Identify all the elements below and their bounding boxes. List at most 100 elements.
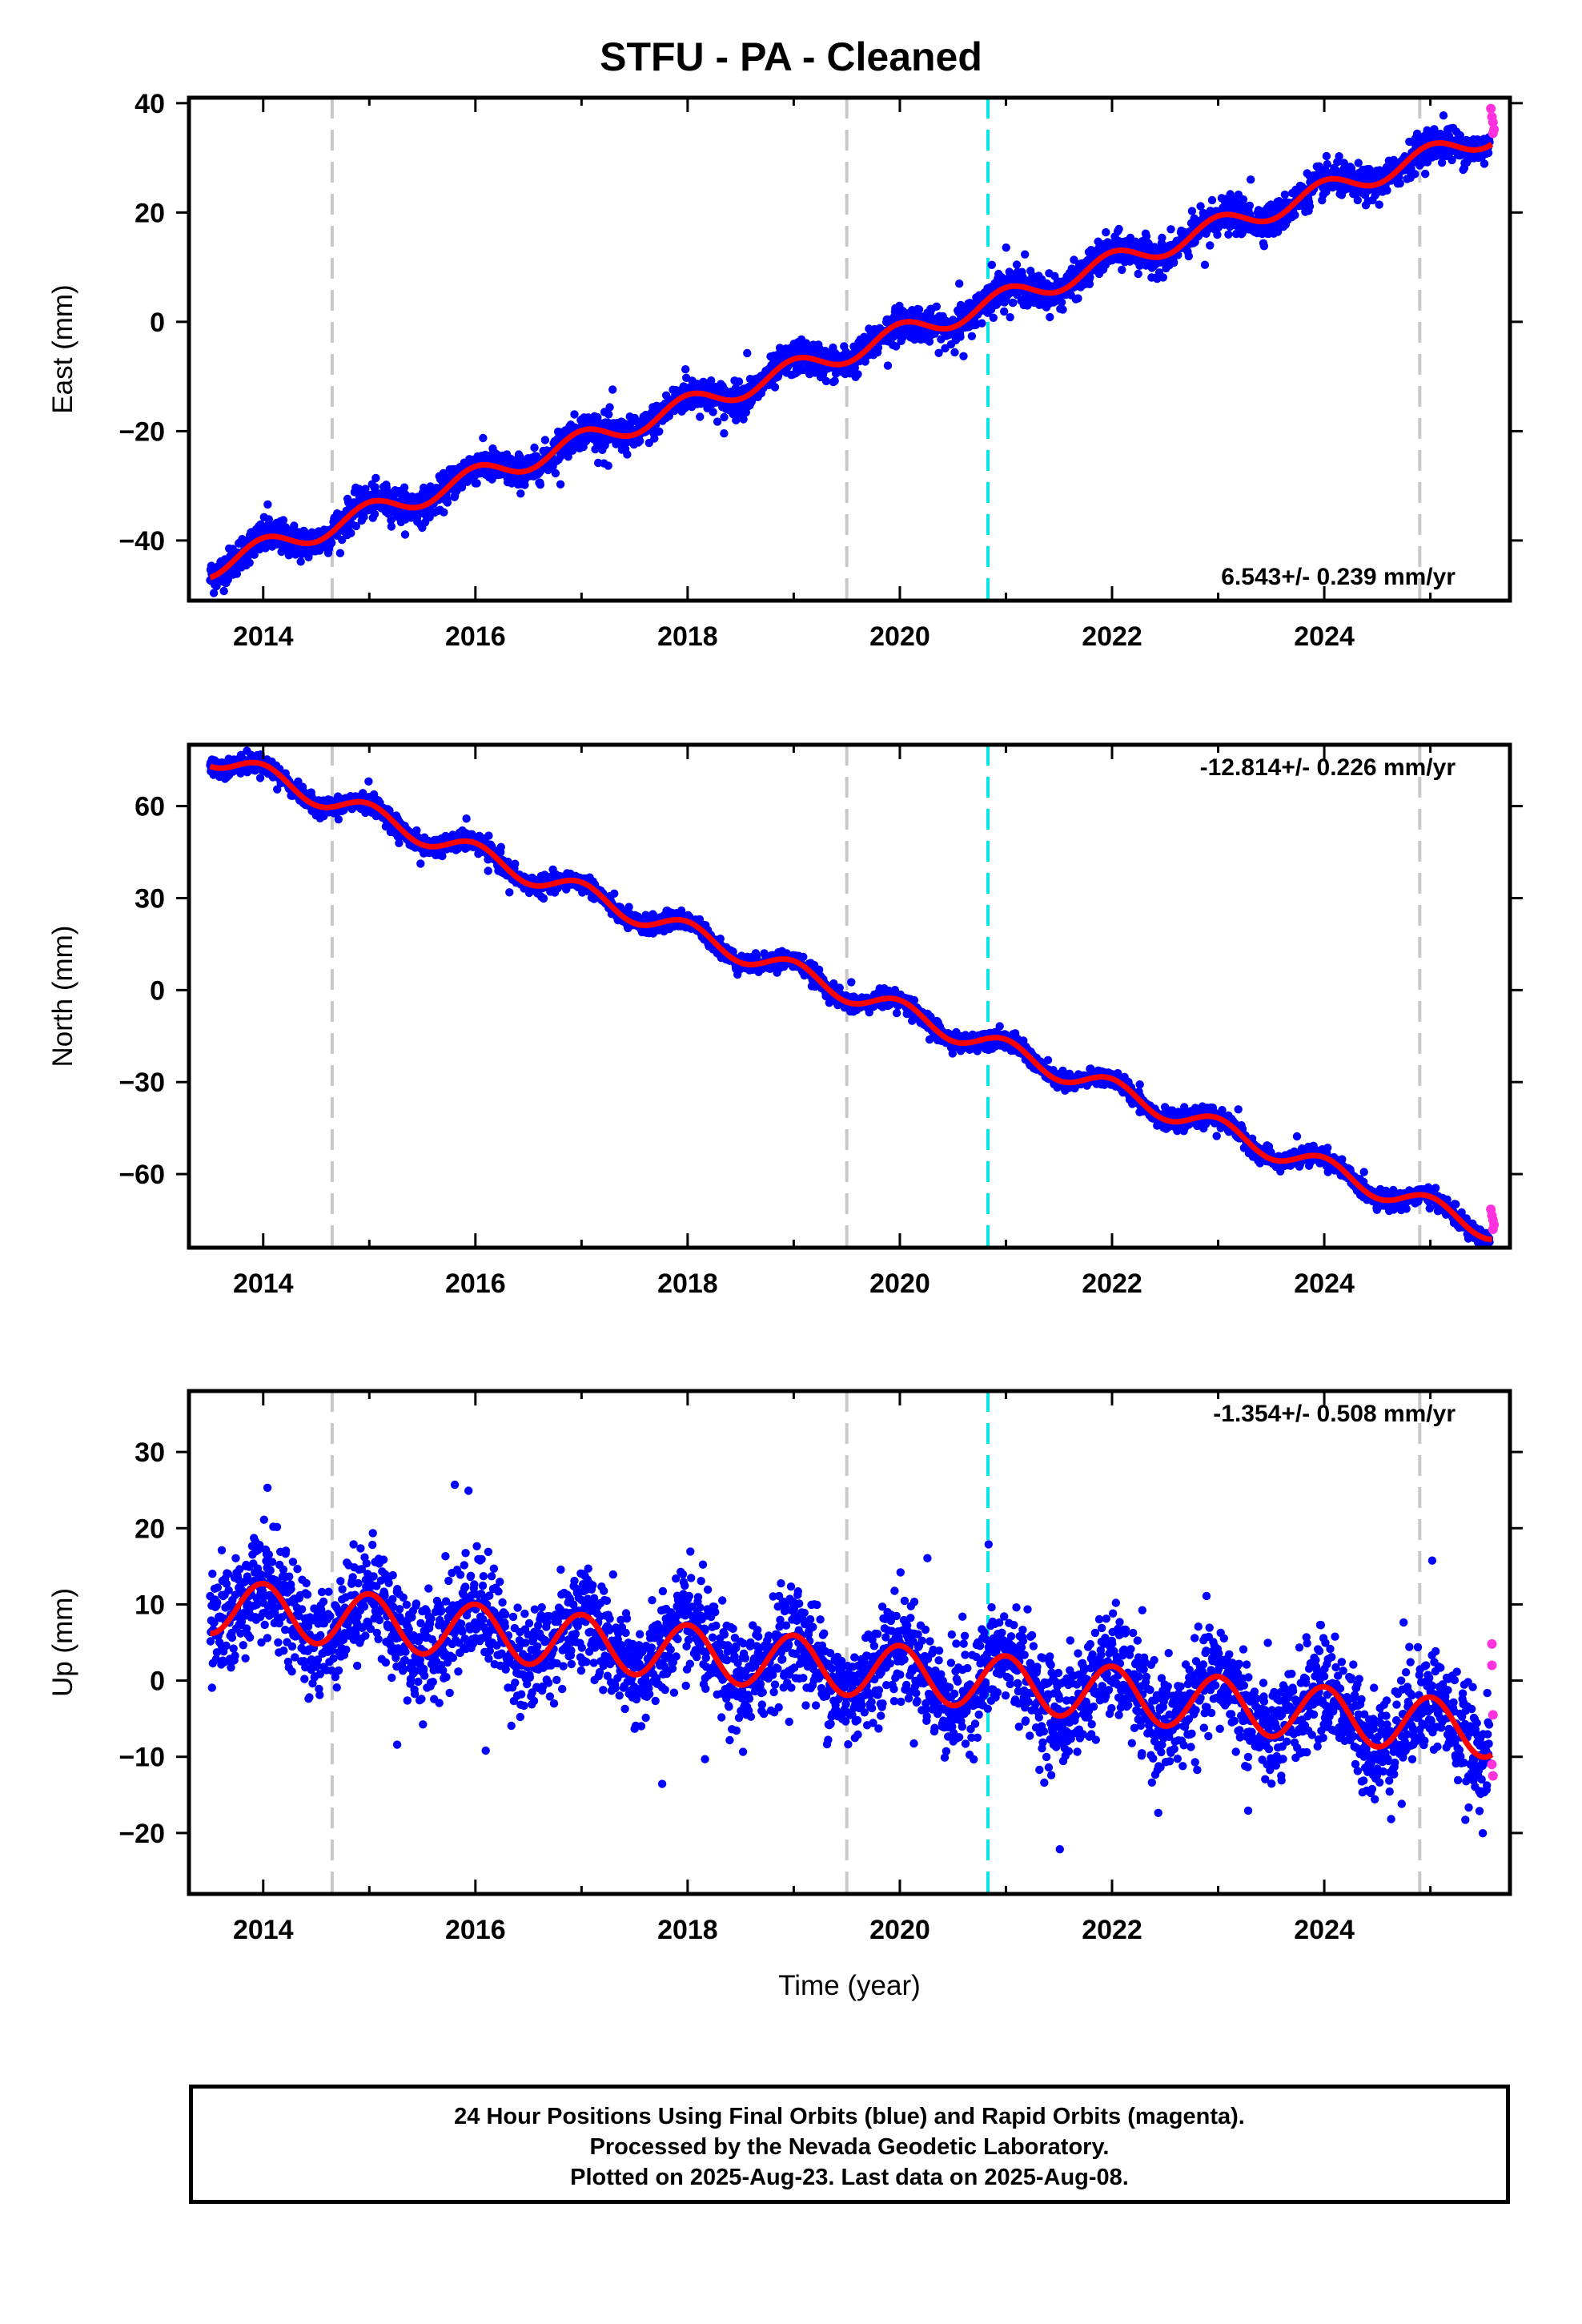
data-point bbox=[1009, 298, 1018, 308]
y-tick-label: 20 bbox=[135, 198, 165, 228]
data-point bbox=[873, 343, 883, 352]
data-point bbox=[709, 408, 717, 416]
outlier-point bbox=[1439, 111, 1448, 120]
panel-north: 2014 2016 2018 2020 2022 2024−60−3003060North… bbox=[47, 742, 1523, 1299]
data-point bbox=[914, 305, 924, 314]
data-point bbox=[967, 332, 977, 340]
data-point bbox=[370, 509, 379, 519]
data-point bbox=[551, 468, 560, 478]
data-point bbox=[232, 569, 242, 578]
data-point bbox=[1166, 225, 1175, 234]
y-tick-label: −40 bbox=[118, 526, 165, 557]
data-point bbox=[821, 376, 831, 386]
data-point bbox=[1142, 231, 1151, 241]
data-point bbox=[1411, 170, 1419, 179]
data-point bbox=[335, 549, 345, 557]
data-point bbox=[1085, 279, 1094, 288]
rapid-orbit-point bbox=[1488, 128, 1498, 139]
data-point bbox=[610, 889, 619, 899]
data-point bbox=[1305, 202, 1315, 211]
outlier-point bbox=[1200, 260, 1210, 269]
data-point bbox=[1224, 230, 1233, 239]
data-point bbox=[351, 521, 360, 531]
data-point bbox=[1207, 195, 1217, 205]
x-tick-label: 2018 bbox=[657, 621, 718, 652]
data-point bbox=[1170, 258, 1178, 267]
data-point bbox=[472, 479, 481, 488]
data-point bbox=[1158, 273, 1168, 282]
outlier-point bbox=[955, 279, 964, 288]
data-point bbox=[1395, 179, 1404, 188]
data-point bbox=[605, 403, 614, 412]
outlier-point bbox=[263, 500, 272, 509]
y-tick-label: 40 bbox=[135, 89, 165, 119]
data-point bbox=[1006, 313, 1014, 322]
data-point bbox=[1323, 159, 1332, 169]
data-point bbox=[978, 319, 986, 328]
data-point bbox=[457, 483, 467, 492]
data-point bbox=[770, 383, 780, 392]
data-point bbox=[290, 521, 299, 530]
outlier-point bbox=[1206, 241, 1215, 250]
data-point bbox=[564, 452, 572, 461]
data-point bbox=[250, 550, 259, 559]
data-point bbox=[696, 412, 705, 421]
data-point bbox=[732, 416, 741, 424]
rapid-orbit-point bbox=[1486, 103, 1496, 114]
data-point bbox=[1447, 155, 1456, 165]
final-orbit-points bbox=[206, 111, 1494, 597]
velocity-label: 6.543+/- 0.239 mm/yr bbox=[1221, 564, 1456, 590]
x-tick-label: 2020 bbox=[869, 621, 930, 652]
data-point bbox=[371, 473, 380, 483]
data-point bbox=[1086, 273, 1094, 282]
data-point bbox=[1383, 186, 1391, 195]
data-point bbox=[540, 436, 550, 444]
data-point bbox=[1375, 200, 1383, 209]
data-point bbox=[1046, 312, 1054, 322]
chart-title: STFU - PA - Cleaned bbox=[600, 34, 982, 79]
data-point bbox=[209, 589, 219, 597]
data-point bbox=[1280, 190, 1290, 199]
data-point bbox=[925, 337, 934, 346]
data-point bbox=[1114, 224, 1123, 234]
data-point bbox=[1000, 307, 1009, 316]
outlier-point bbox=[608, 385, 617, 394]
data-point bbox=[1421, 169, 1430, 179]
data-point bbox=[1074, 294, 1082, 303]
outlier-point bbox=[987, 260, 997, 269]
data-point bbox=[484, 831, 493, 840]
outlier-point bbox=[681, 365, 690, 374]
outlier-point bbox=[1002, 243, 1010, 252]
data-point bbox=[1480, 159, 1489, 168]
data-point bbox=[1158, 233, 1166, 243]
data-point bbox=[1012, 260, 1022, 269]
data-point bbox=[1245, 201, 1255, 210]
data-point bbox=[245, 558, 254, 567]
data-point bbox=[853, 370, 862, 379]
data-point bbox=[655, 427, 664, 436]
outlier-point bbox=[743, 348, 752, 358]
data-point bbox=[1239, 195, 1248, 204]
data-point bbox=[511, 859, 520, 868]
data-point bbox=[296, 557, 305, 566]
data-point bbox=[516, 452, 524, 462]
data-point bbox=[636, 436, 644, 445]
x-tick-label: 2014 bbox=[233, 621, 294, 652]
outlier-point bbox=[883, 361, 893, 370]
data-point bbox=[479, 433, 488, 443]
data-point bbox=[539, 894, 548, 903]
data-point bbox=[347, 529, 355, 537]
data-point bbox=[530, 443, 539, 452]
outlier-point bbox=[556, 480, 565, 489]
y-axis-label: East (mm) bbox=[47, 284, 78, 413]
data-point bbox=[355, 485, 363, 493]
data-point bbox=[1273, 227, 1283, 236]
data-point bbox=[650, 434, 659, 443]
data-point bbox=[956, 332, 965, 341]
data-point bbox=[989, 313, 998, 322]
y-tick-label: −20 bbox=[118, 416, 165, 447]
data-point bbox=[387, 522, 396, 531]
data-point bbox=[1322, 151, 1331, 161]
data-point bbox=[604, 410, 613, 419]
